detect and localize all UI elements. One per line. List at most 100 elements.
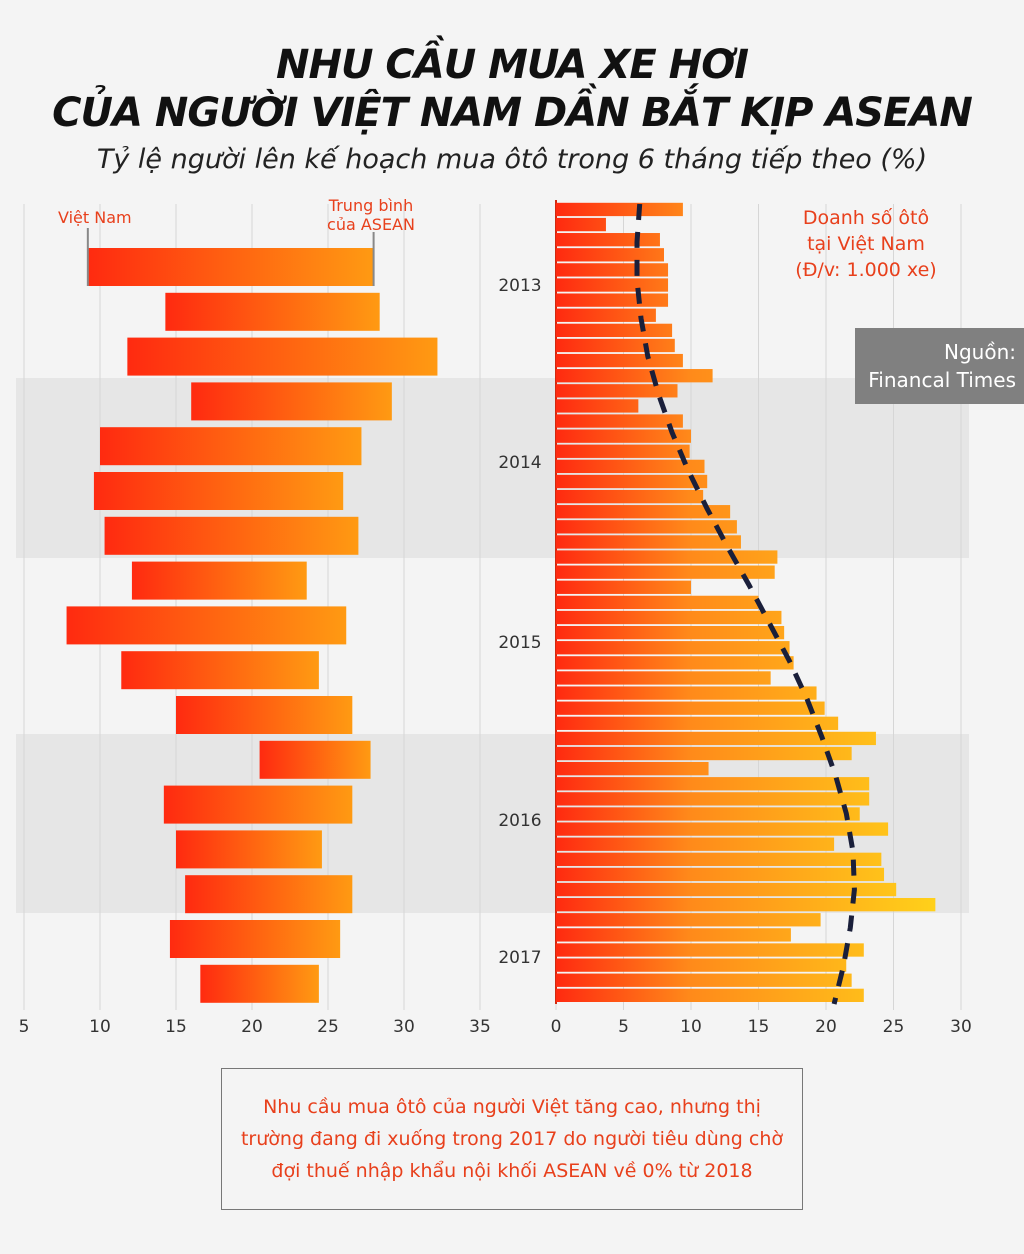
sales-bar xyxy=(556,777,870,791)
asean-series-label-line2: của ASEAN xyxy=(327,215,415,234)
sales-bar xyxy=(556,958,847,972)
year-label: 2016 xyxy=(498,811,541,831)
sales-bar xyxy=(556,928,791,942)
right-x-tick-label: 25 xyxy=(883,1017,905,1037)
sales-bar xyxy=(556,308,656,322)
right-chart xyxy=(555,200,936,1005)
left-x-tick-label: 35 xyxy=(469,1017,491,1037)
right-x-tick-label: 10 xyxy=(680,1017,702,1037)
sales-bar xyxy=(556,293,669,307)
title-line-2: CỦA NGƯỜI VIỆT NAM DẦN BẮT KỊP ASEAN xyxy=(52,90,973,136)
left-range-bar xyxy=(66,606,347,645)
sales-bar xyxy=(556,610,782,625)
sales-bar xyxy=(556,761,709,776)
sales-legend-line: (Đ/v: 1.000 xe) xyxy=(795,259,936,281)
sales-bar xyxy=(556,399,639,413)
sales-bar xyxy=(556,338,675,353)
left-range-bar xyxy=(93,472,344,510)
sales-bar xyxy=(556,248,664,262)
sales-bar xyxy=(556,263,669,277)
sales-bar xyxy=(556,686,817,700)
note-text: Nhu cầu mua ôtô của người Việt tăng cao,… xyxy=(240,1096,784,1182)
sales-bar xyxy=(556,459,705,474)
source-name: Financal Times xyxy=(868,368,1016,392)
sales-bar xyxy=(556,217,606,232)
sales-bar xyxy=(556,278,669,292)
sales-bar xyxy=(556,520,737,534)
left-x-tick-label: 15 xyxy=(165,1017,187,1037)
left-range-bar xyxy=(163,785,353,824)
subtitle: Tỷ lệ người lên kế hoạch mua ôtô trong 6… xyxy=(96,144,928,175)
sales-bar xyxy=(556,565,775,579)
sales-bar xyxy=(556,444,690,458)
source-box: Nguồn: Financal Times xyxy=(855,328,1024,404)
right-x-tick-label: 20 xyxy=(815,1017,837,1037)
sales-bar xyxy=(556,429,691,443)
left-chart xyxy=(66,228,438,1003)
sales-legend-line: tại Việt Nam xyxy=(807,233,925,255)
sales-bar xyxy=(556,474,708,489)
left-range-bar xyxy=(176,830,322,869)
left-range-bar xyxy=(121,651,319,690)
sales-bar xyxy=(556,701,825,715)
sales-bar xyxy=(556,973,852,987)
sales-bar xyxy=(556,671,771,685)
sales-bar xyxy=(556,489,704,504)
left-x-tick-label: 5 xyxy=(19,1017,30,1037)
left-range-bar xyxy=(165,292,380,331)
left-x-tick-label: 10 xyxy=(89,1017,111,1037)
asean-series-label-line1: Trung bình xyxy=(328,196,413,215)
year-label: 2014 xyxy=(498,453,541,473)
note-box: Nhu cầu mua ôtô của người Việt tăng cao,… xyxy=(221,1068,803,1210)
sales-bar xyxy=(556,656,794,670)
sales-bar xyxy=(556,550,778,564)
sales-bar xyxy=(556,353,683,368)
sales-bar xyxy=(556,898,936,912)
sales-bar xyxy=(556,867,885,882)
left-x-tick-label: 25 xyxy=(317,1017,339,1037)
sales-bar xyxy=(556,233,660,247)
year-label: 2017 xyxy=(498,948,541,968)
sales-bar xyxy=(556,641,790,655)
sales-bar xyxy=(556,792,870,806)
left-range-bar xyxy=(169,920,341,958)
sales-bar xyxy=(556,746,852,761)
sales-bar xyxy=(556,882,897,897)
left-range-bar xyxy=(87,248,374,286)
right-x-tick-label: 15 xyxy=(748,1017,770,1037)
right-x-tick-label: 0 xyxy=(551,1017,562,1037)
left-range-bar xyxy=(200,964,319,1003)
left-range-bar xyxy=(191,382,392,421)
sales-bar xyxy=(556,414,683,428)
left-range-bar xyxy=(185,875,353,914)
source-label: Nguồn: xyxy=(944,340,1016,364)
sales-bar xyxy=(556,384,678,398)
right-x-tick-label: 5 xyxy=(618,1017,629,1037)
vietnam-series-label: Việt Nam xyxy=(58,208,132,227)
sales-bar xyxy=(556,202,683,217)
sales-bar xyxy=(556,988,864,1002)
sales-bar xyxy=(556,943,864,957)
right-x-tick-label: 30 xyxy=(950,1017,972,1037)
title-line-1: NHU CẦU MUA XE HƠI xyxy=(276,42,749,88)
sales-bar xyxy=(556,505,731,519)
sales-bar xyxy=(556,595,759,610)
sales-bar xyxy=(556,852,882,866)
sales-bar xyxy=(556,716,839,730)
sales-bar xyxy=(556,369,713,383)
left-x-tick-label: 20 xyxy=(241,1017,263,1037)
sales-bar xyxy=(556,822,889,836)
year-label: 2015 xyxy=(498,633,541,653)
left-range-bar xyxy=(259,740,371,779)
sales-bar xyxy=(556,837,835,851)
sales-bar xyxy=(556,580,691,594)
sales-bar xyxy=(556,535,741,549)
left-range-bar xyxy=(131,561,307,600)
sales-legend-line: Doanh số ôtô xyxy=(803,207,929,229)
left-range-bar xyxy=(127,337,438,376)
sales-bar xyxy=(556,323,673,338)
left-range-bar xyxy=(176,696,353,734)
left-x-tick-label: 30 xyxy=(393,1017,415,1037)
